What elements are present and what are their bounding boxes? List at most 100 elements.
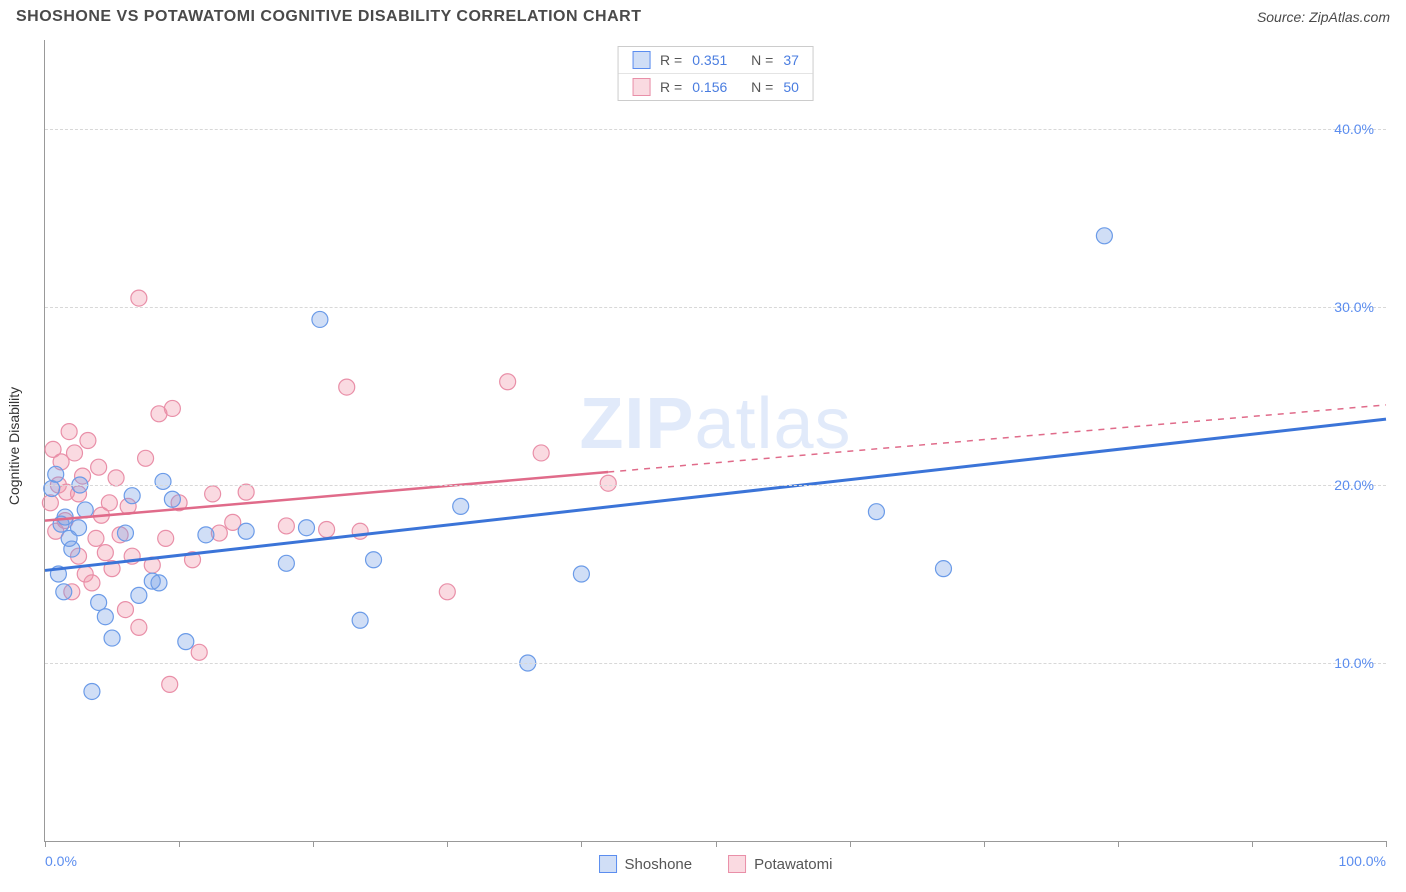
source-attribution: Source: ZipAtlas.com xyxy=(1257,9,1390,25)
x-tick xyxy=(179,841,180,847)
y-tick-label: 40.0% xyxy=(1334,121,1374,137)
shoshone-point xyxy=(366,552,382,568)
potawatomi-point xyxy=(61,424,77,440)
shoshone-point xyxy=(198,527,214,543)
stat-n-value: 37 xyxy=(783,52,799,68)
gridline xyxy=(45,307,1386,308)
potawatomi-point xyxy=(88,530,104,546)
stat-n-label: N = xyxy=(751,79,773,95)
series-legend: Shoshone Potawatomi xyxy=(599,855,833,873)
legend-label: Potawatomi xyxy=(754,856,832,873)
potawatomi-point xyxy=(42,495,58,511)
potawatomi-point xyxy=(117,602,133,618)
potawatomi-point xyxy=(138,450,154,466)
shoshone-point xyxy=(298,520,314,536)
shoshone-point xyxy=(151,575,167,591)
legend-label: Shoshone xyxy=(625,856,693,873)
potawatomi-point xyxy=(158,530,174,546)
y-axis-label: Cognitive Disability xyxy=(6,387,22,505)
shoshone-point xyxy=(124,488,140,504)
x-tick xyxy=(1252,841,1253,847)
shoshone-point xyxy=(57,509,73,525)
stats-row-potawatomi: R = 0.156 N = 50 xyxy=(618,73,813,100)
stat-n-label: N = xyxy=(751,52,773,68)
stats-legend: R = 0.351 N = 37 R = 0.156 N = 50 xyxy=(617,46,814,101)
potawatomi-point xyxy=(600,475,616,491)
y-tick-label: 20.0% xyxy=(1334,477,1374,493)
potawatomi-point xyxy=(97,545,113,561)
shoshone-point xyxy=(44,481,60,497)
shoshone-point xyxy=(238,523,254,539)
potawatomi-point xyxy=(238,484,254,500)
potawatomi-point xyxy=(533,445,549,461)
x-tick xyxy=(1386,841,1387,847)
gridline xyxy=(45,129,1386,130)
stat-r-label: R = xyxy=(660,79,682,95)
shoshone-point xyxy=(97,609,113,625)
shoshone-point xyxy=(178,634,194,650)
gridline xyxy=(45,663,1386,664)
shoshone-point xyxy=(453,498,469,514)
swatch-icon xyxy=(632,78,650,96)
x-tick xyxy=(45,841,46,847)
y-tick-label: 10.0% xyxy=(1334,655,1374,671)
potawatomi-point xyxy=(191,644,207,660)
chart-area: ZIPatlas R = 0.351 N = 37 R = 0.156 N = … xyxy=(44,40,1386,842)
shoshone-point xyxy=(352,612,368,628)
shoshone-point xyxy=(278,555,294,571)
swatch-icon xyxy=(632,51,650,69)
stat-r-value: 0.156 xyxy=(692,79,727,95)
shoshone-point xyxy=(312,311,328,327)
shoshone-point xyxy=(1096,228,1112,244)
swatch-icon xyxy=(599,855,617,873)
y-tick-label: 30.0% xyxy=(1334,299,1374,315)
shoshone-point xyxy=(935,561,951,577)
potawatomi-point xyxy=(91,459,107,475)
stats-row-shoshone: R = 0.351 N = 37 xyxy=(618,47,813,73)
potawatomi-point xyxy=(84,575,100,591)
shoshone-point xyxy=(48,466,64,482)
potawatomi-point xyxy=(67,445,83,461)
stat-r-value: 0.351 xyxy=(692,52,727,68)
shoshone-point xyxy=(91,594,107,610)
page-title: SHOSHONE VS POTAWATOMI COGNITIVE DISABIL… xyxy=(16,8,642,26)
x-tick xyxy=(581,841,582,847)
potawatomi-point xyxy=(80,433,96,449)
scatter-svg xyxy=(45,40,1386,841)
potawatomi-point xyxy=(439,584,455,600)
legend-item-shoshone: Shoshone xyxy=(599,855,693,873)
shoshone-point xyxy=(64,541,80,557)
potawatomi-point xyxy=(164,400,180,416)
legend-item-potawatomi: Potawatomi xyxy=(728,855,832,873)
shoshone-point xyxy=(104,630,120,646)
shoshone-point xyxy=(868,504,884,520)
potawatomi-point xyxy=(278,518,294,534)
stat-r-label: R = xyxy=(660,52,682,68)
shoshone-point xyxy=(131,587,147,603)
shoshone-point xyxy=(84,683,100,699)
shoshone-point xyxy=(164,491,180,507)
shoshone-point xyxy=(573,566,589,582)
shoshone-point xyxy=(56,584,72,600)
shoshone-point xyxy=(71,520,87,536)
x-tick xyxy=(984,841,985,847)
x-tick xyxy=(850,841,851,847)
x-tick xyxy=(1118,841,1119,847)
shoshone-point xyxy=(155,473,171,489)
shoshone-point xyxy=(117,525,133,541)
potawatomi-point xyxy=(205,486,221,502)
potawatomi-point xyxy=(162,676,178,692)
potawatomi-point xyxy=(101,495,117,511)
x-tick-label: 0.0% xyxy=(45,853,77,869)
potawatomi-point xyxy=(108,470,124,486)
gridline xyxy=(45,485,1386,486)
swatch-icon xyxy=(728,855,746,873)
x-tick xyxy=(447,841,448,847)
x-tick-label: 100.0% xyxy=(1339,853,1386,869)
potawatomi-point xyxy=(131,290,147,306)
potawatomi-point xyxy=(500,374,516,390)
potawatomi-point xyxy=(319,522,335,538)
plot-area: ZIPatlas R = 0.351 N = 37 R = 0.156 N = … xyxy=(45,40,1386,841)
potawatomi-point xyxy=(131,619,147,635)
x-tick xyxy=(313,841,314,847)
